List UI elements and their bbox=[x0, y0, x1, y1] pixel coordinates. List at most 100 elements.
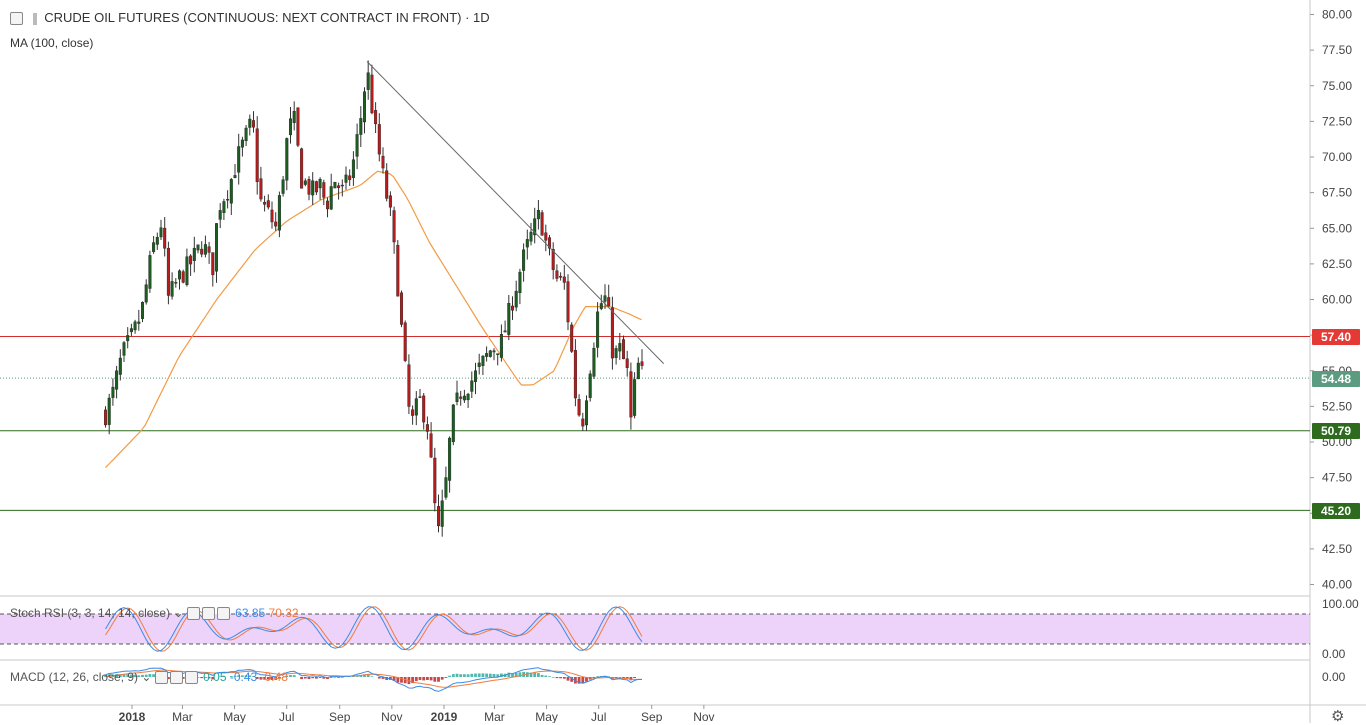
candle-body bbox=[448, 438, 451, 480]
stoch-d-value: 70.32 bbox=[269, 606, 299, 620]
symbol-title: CRUDE OIL FUTURES (CONTINUOUS: NEXT CONT… bbox=[44, 10, 489, 25]
candle-body bbox=[411, 410, 414, 416]
candle-body bbox=[134, 322, 137, 330]
candle-body bbox=[426, 424, 429, 431]
candle-body bbox=[356, 134, 359, 156]
candle-body bbox=[119, 358, 122, 375]
candle-body bbox=[604, 296, 607, 302]
candle-body bbox=[456, 393, 459, 402]
candle-body bbox=[408, 365, 411, 407]
macd-hist-bar bbox=[633, 677, 636, 678]
x-tick-label: Nov bbox=[693, 710, 714, 723]
candle-body bbox=[459, 397, 462, 399]
candle-body bbox=[404, 323, 407, 361]
macd-hist-bar bbox=[567, 677, 570, 681]
candle-body bbox=[304, 181, 307, 185]
macd-hist-bar bbox=[474, 674, 477, 677]
y-tick-label: 70.00 bbox=[1322, 150, 1352, 164]
y-tick-label: 67.50 bbox=[1322, 186, 1352, 200]
candle-body bbox=[519, 272, 522, 293]
macd-hist-bar bbox=[456, 674, 459, 677]
macd-hist-bar bbox=[319, 677, 322, 678]
settings-gear-icon[interactable]: ⚙ bbox=[1331, 707, 1344, 725]
candle-body bbox=[563, 277, 566, 283]
x-tick-label: Mar bbox=[484, 710, 505, 723]
candle-body bbox=[182, 272, 185, 283]
candle-body bbox=[382, 156, 385, 168]
candle-body bbox=[256, 129, 259, 182]
macd-hist-bar bbox=[378, 677, 381, 679]
candle-body bbox=[289, 119, 292, 135]
x-tick-label: May bbox=[223, 710, 246, 723]
close-icon[interactable] bbox=[217, 607, 230, 620]
candle-body bbox=[130, 329, 133, 332]
candle-body bbox=[593, 348, 596, 376]
macd-hist-bar bbox=[300, 677, 303, 679]
candle-body bbox=[434, 458, 437, 503]
chevron-down-icon[interactable]: ⌄ bbox=[173, 606, 183, 620]
candle-body bbox=[186, 257, 189, 285]
candle-body bbox=[163, 228, 166, 248]
candle-body bbox=[363, 92, 366, 122]
candle-body bbox=[226, 199, 229, 200]
candle-body bbox=[537, 210, 540, 219]
eye-icon[interactable] bbox=[187, 607, 200, 620]
x-tick-label: Jul bbox=[279, 710, 294, 723]
macd-hist-bar bbox=[559, 677, 562, 678]
candle-body bbox=[485, 353, 488, 356]
ma-legend[interactable]: MA (100, close) bbox=[10, 36, 93, 50]
macd-hist-bar bbox=[548, 676, 551, 677]
close-icon[interactable] bbox=[185, 671, 198, 684]
chevron-down-icon[interactable]: ⌄ bbox=[141, 670, 151, 684]
candle-body bbox=[463, 396, 466, 400]
y-tick-label: 52.50 bbox=[1322, 399, 1352, 413]
macd-hist-bar bbox=[308, 677, 311, 679]
candle-body bbox=[308, 179, 311, 194]
collapse-icon[interactable] bbox=[10, 12, 23, 25]
candle-body bbox=[574, 350, 577, 398]
candle-body bbox=[249, 119, 252, 127]
candle-body bbox=[337, 186, 340, 188]
macd-hist-bar bbox=[371, 676, 374, 677]
candle-body bbox=[200, 249, 203, 254]
candle-body bbox=[515, 291, 518, 307]
macd-hist-bar bbox=[544, 676, 547, 677]
candle-body bbox=[622, 340, 625, 359]
candle-body bbox=[596, 312, 599, 348]
candle-body bbox=[419, 397, 422, 398]
candle-body bbox=[589, 374, 592, 398]
macd-hist-bar bbox=[533, 673, 536, 677]
candle-body bbox=[260, 179, 263, 199]
candle-body bbox=[585, 401, 588, 425]
candle-body bbox=[152, 243, 155, 252]
chart-title-bar: CRUDE OIL FUTURES (CONTINUOUS: NEXT CONT… bbox=[10, 10, 490, 25]
candle-body bbox=[578, 399, 581, 415]
candle-body bbox=[149, 255, 152, 288]
candle-body bbox=[530, 232, 533, 241]
stoch-k-value: 63.85 bbox=[235, 606, 265, 620]
last-price-tag: 54.48 bbox=[1312, 371, 1360, 387]
candle-body bbox=[345, 175, 348, 183]
candle-body bbox=[600, 303, 603, 308]
candle-body bbox=[611, 308, 614, 358]
candle-body bbox=[385, 171, 388, 199]
support-level-tag-2: 45.20 bbox=[1312, 503, 1360, 519]
gear-icon[interactable] bbox=[170, 671, 183, 684]
candle-body bbox=[267, 201, 270, 208]
symbol-flag-icon bbox=[33, 13, 37, 25]
stoch-rsi-label[interactable]: Stoch RSI (3, 3, 14, 14, close) bbox=[10, 606, 170, 620]
candle-body bbox=[286, 138, 289, 180]
candle-body bbox=[452, 405, 455, 442]
macd-hist-bar bbox=[459, 674, 462, 677]
candle-body bbox=[496, 354, 499, 355]
macd-hist-bar bbox=[478, 673, 481, 677]
candle-body bbox=[278, 195, 281, 230]
candle-body bbox=[637, 363, 640, 379]
eye-icon[interactable] bbox=[155, 671, 168, 684]
macd-label[interactable]: MACD (12, 26, close, 9) bbox=[10, 670, 138, 684]
candle-body bbox=[274, 222, 277, 226]
y-tick-label: 72.50 bbox=[1322, 114, 1352, 128]
gear-icon[interactable] bbox=[202, 607, 215, 620]
y-tick-label: 75.00 bbox=[1322, 79, 1352, 93]
candle-body bbox=[619, 343, 622, 351]
